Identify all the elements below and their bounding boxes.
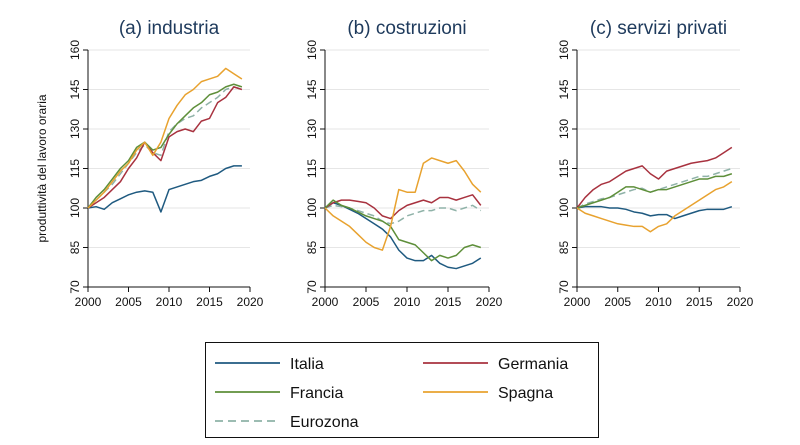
panel-c-servizi-privati: (c) servizi privati 70 85 100 115 130 145 160 20… [557, 18, 753, 309]
x-tick-label: 2020 [727, 295, 754, 309]
y-tick-label: 145 [557, 79, 571, 99]
x-tick-label: 2015 [435, 295, 462, 309]
panel-title: (b) costruzioni [347, 18, 466, 39]
x-tick-label: 2010 [394, 295, 421, 309]
y-tick-label: 100 [305, 198, 319, 218]
series-line-italia [87, 165, 242, 213]
x-tick-label: 2005 [604, 295, 631, 309]
y-tick-label: 130 [68, 119, 82, 139]
series-line-francia [87, 83, 243, 209]
y-tick-label: 160 [68, 40, 82, 60]
legend-item-francia: Francia [215, 385, 343, 402]
series-line-eurozona [87, 86, 243, 209]
x-tick-label: 2000 [75, 295, 102, 309]
x-tick-label: 2020 [476, 295, 503, 309]
y-tick-label: 100 [557, 198, 571, 218]
chart-legend: Italia Germania Francia Spagna Eurozona [205, 342, 599, 438]
y-tick-label: 115 [305, 159, 319, 178]
legend-item-eurozona: Eurozona [215, 414, 359, 431]
y-tick-label: 100 [68, 198, 82, 218]
legend-label: Italia [290, 356, 324, 373]
y-tick-label: 70 [305, 280, 319, 294]
x-tick-label: 2000 [312, 295, 339, 309]
x-tick-label: 2010 [156, 295, 183, 309]
legend-label: Eurozona [290, 414, 359, 431]
series-line-eurozona [576, 167, 733, 209]
y-tick-label: 130 [557, 119, 571, 139]
legend-label: Francia [290, 385, 343, 402]
series-line-francia [576, 173, 733, 209]
series-line-germania [576, 146, 733, 209]
series-line-francia [324, 199, 482, 262]
y-tick-label: 160 [305, 40, 319, 60]
series-line-spagna [87, 67, 243, 209]
y-tick-label: 70 [68, 280, 82, 294]
y-axis-label: produttività del lavoro oraria [35, 94, 49, 242]
x-tick-label: 2000 [564, 295, 591, 309]
legend-item-germania: Germania [423, 356, 568, 373]
y-tick-label: 85 [557, 241, 571, 255]
y-tick-label: 70 [557, 280, 571, 294]
x-tick-label: 2005 [115, 295, 142, 309]
series-line-germania [87, 86, 243, 209]
legend-item-italia: Italia [215, 356, 324, 373]
y-tick-label: 145 [68, 79, 82, 99]
y-tick-label: 115 [68, 159, 82, 178]
y-tick-label: 85 [305, 241, 319, 255]
series-line-italia [576, 205, 733, 220]
y-tick-label: 130 [305, 119, 319, 139]
legend-label: Spagna [498, 385, 553, 402]
panel-b-costruzioni: (b) costruzioni 70 85 100 115 130 145 160 2000 20… [305, 18, 502, 309]
x-tick-label: 2010 [645, 295, 672, 309]
x-tick-label: 2020 [237, 295, 264, 309]
y-tick-label: 85 [68, 241, 82, 255]
panel-title: (a) industria [119, 18, 220, 39]
y-tick-label: 160 [557, 40, 571, 60]
y-tick-label: 115 [557, 159, 571, 178]
panel-title: (c) servizi privati [590, 18, 727, 39]
series-line-italia [324, 201, 482, 270]
legend-label: Germania [498, 356, 568, 373]
series-line-spagna [324, 157, 482, 251]
series-line-spagna [576, 181, 733, 233]
y-tick-label: 145 [305, 79, 319, 99]
series-line-germania [324, 194, 482, 220]
panel-a-industria: (a) industria 70 85 100 115 130 145 160 2000 2005… [35, 18, 264, 309]
x-tick-label: 2015 [196, 295, 223, 309]
legend-item-spagna: Spagna [423, 385, 553, 402]
chart-panels: (a) industria 70 85 100 115 130 145 160 2000 2005… [35, 18, 754, 309]
x-tick-label: 2015 [686, 295, 713, 309]
x-tick-label: 2005 [353, 295, 380, 309]
